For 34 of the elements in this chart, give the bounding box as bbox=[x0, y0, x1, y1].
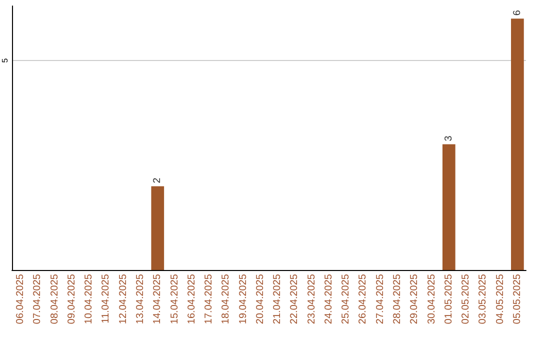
x-tick-label: 29.04.2025 bbox=[409, 274, 420, 324]
x-tick-label: 20.04.2025 bbox=[254, 274, 266, 324]
x-tick-label: 10.04.2025 bbox=[84, 274, 95, 324]
data-label: 6 bbox=[512, 10, 523, 16]
x-tick-label: 26.04.2025 bbox=[358, 274, 369, 324]
x-tick-label: 23.04.2025 bbox=[306, 274, 318, 324]
y-tick-label: 5 bbox=[0, 58, 10, 63]
x-tick-label: 17.04.2025 bbox=[204, 274, 215, 324]
x-tick-label: 07.04.2025 bbox=[32, 274, 44, 324]
x-tick-label: 24.04.2025 bbox=[323, 274, 334, 324]
x-tick-label: 01.05.2025 bbox=[443, 274, 454, 324]
x-tick-label: 14.04.2025 bbox=[152, 274, 164, 324]
x-tick-label: 03.05.2025 bbox=[478, 274, 489, 324]
x-tick-label: 28.04.2025 bbox=[392, 274, 403, 324]
x-tick-label: 22.04.2025 bbox=[289, 274, 300, 324]
x-tick-label: 18.04.2025 bbox=[220, 274, 232, 324]
x-tick-label: 16.04.2025 bbox=[186, 274, 198, 324]
x-tick-label: 08.04.2025 bbox=[49, 274, 60, 324]
x-tick-label: 12.04.2025 bbox=[118, 274, 129, 324]
x-tick-label: 02.05.2025 bbox=[460, 274, 472, 324]
x-tick-label: 30.04.2025 bbox=[426, 274, 438, 324]
x-tick-label: 25.04.2025 bbox=[340, 274, 352, 324]
x-tick-label: 19.04.2025 bbox=[238, 274, 249, 324]
x-tick-label: 06.04.2025 bbox=[15, 274, 26, 324]
x-tick-label: 21.04.2025 bbox=[272, 274, 284, 324]
x-tick-label: 04.05.2025 bbox=[494, 274, 506, 324]
x-tick-label: 11.04.2025 bbox=[100, 274, 112, 324]
data-label: 2 bbox=[152, 177, 164, 184]
data-label: 3 bbox=[443, 135, 454, 142]
x-tick-label: 13.04.2025 bbox=[135, 274, 146, 324]
x-tick-label: 27.04.2025 bbox=[374, 274, 386, 324]
x-tick-label: 09.04.2025 bbox=[66, 274, 78, 324]
x-tick-label: 05.05.2025 bbox=[512, 274, 523, 324]
x-tick-label: 15.04.2025 bbox=[169, 274, 180, 324]
